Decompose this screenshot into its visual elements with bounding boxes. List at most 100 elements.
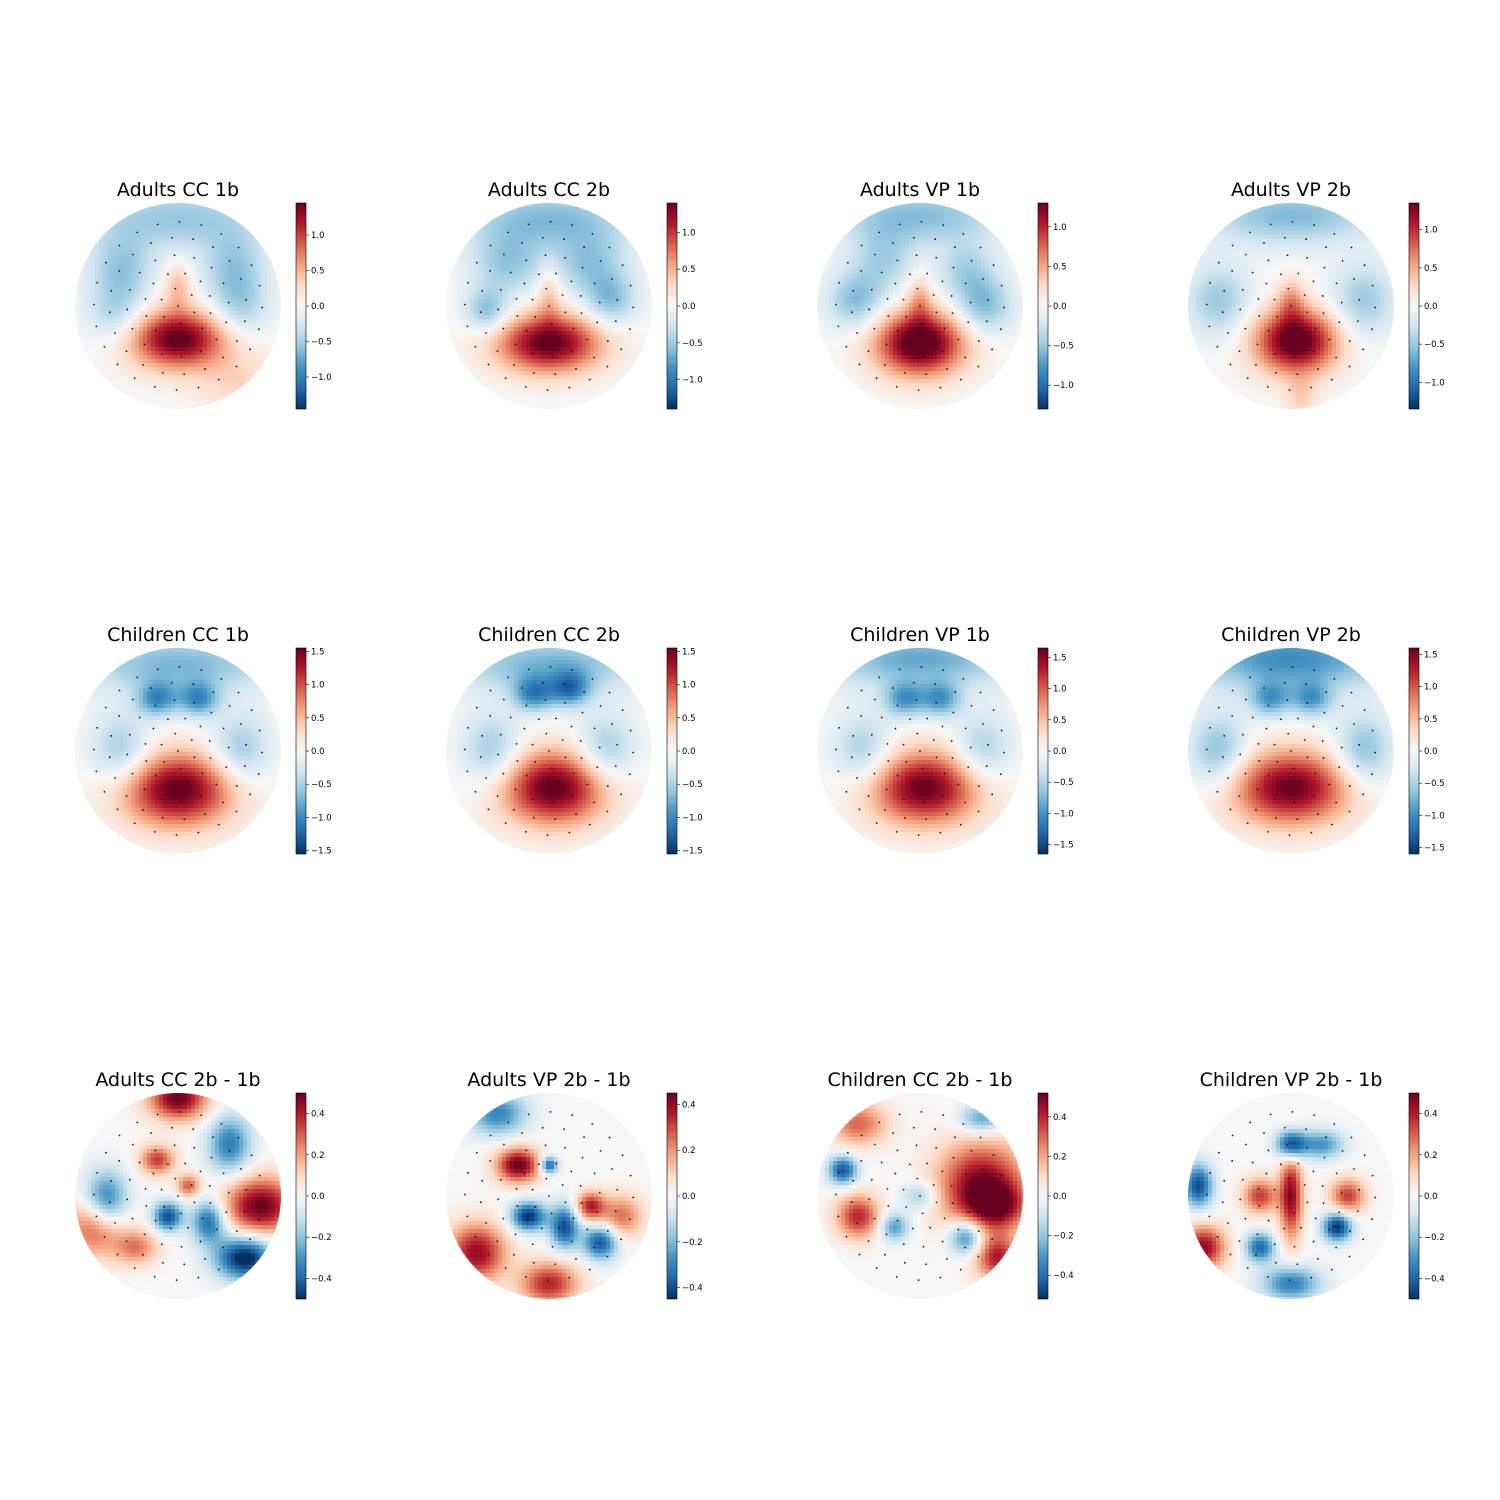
sensor-dot [957, 783, 960, 786]
sensor-dot [1292, 322, 1295, 325]
sensor-dot [144, 1187, 147, 1190]
sensor-dot [1209, 726, 1212, 729]
sensor-dot [1267, 704, 1270, 707]
sensor-dot [1288, 389, 1291, 392]
sensor-dot [921, 322, 924, 325]
sensor-dot [108, 1201, 111, 1204]
sensor-dot [1267, 774, 1270, 777]
sensor-dot [1312, 1170, 1315, 1173]
sensor-dot [497, 753, 500, 756]
sensor-dot [580, 757, 583, 760]
sensor-dot [1251, 271, 1254, 274]
sensor-dot [499, 733, 502, 736]
sensor-dot [1338, 321, 1341, 324]
sensor-dot [951, 1202, 954, 1205]
sensor-dot [1328, 1228, 1331, 1231]
sensor-dot [579, 295, 582, 297]
sensor-dot [150, 687, 152, 689]
sensor-dot [1310, 1276, 1313, 1279]
sensor-dot [515, 742, 518, 745]
sensor-dot [880, 1161, 883, 1164]
sensor-dot [1257, 742, 1260, 745]
sensor-dot [1306, 756, 1309, 759]
sensor-dot [1273, 353, 1276, 356]
sensor-dot [959, 1268, 962, 1271]
sensor-dot [1374, 751, 1377, 754]
sensor-dot [193, 311, 196, 314]
sensor-dot [868, 308, 871, 311]
colorbar-tick-label: −1.0 [311, 813, 332, 823]
panel-title: Adults VP 2b [1231, 179, 1351, 201]
sensor-dot [561, 1184, 564, 1186]
sensor-dot [922, 355, 925, 358]
sensor-dot [1217, 261, 1220, 264]
sensor-dot [614, 765, 617, 768]
sensor-dot [204, 813, 206, 815]
sensor-dot [192, 683, 195, 686]
sensor-dot [1305, 238, 1308, 241]
sensor-dot [1287, 287, 1290, 290]
sensor-dot [163, 316, 166, 318]
sensor-dot [1274, 371, 1277, 374]
sensor-dot [258, 284, 261, 287]
sensor-dot [852, 734, 855, 737]
sensor-dot [184, 717, 187, 720]
sensor-dot [1269, 668, 1272, 671]
sensor-dot [527, 668, 530, 671]
colorbar-tick-label: 1.0 [682, 228, 696, 238]
sensor-dot [125, 795, 128, 798]
colorbar-tick-label: 0.2 [1053, 1152, 1067, 1162]
sensor-dot [1286, 1144, 1289, 1147]
colorbar-tick-label: 1.0 [1424, 226, 1438, 236]
sensor-dot [1223, 289, 1226, 292]
sensor-dot [1282, 782, 1285, 785]
sensor-dot [502, 1217, 505, 1220]
sensor-dot [957, 1228, 960, 1231]
sensor-dot [868, 1198, 871, 1201]
sensor-dot [532, 1261, 535, 1264]
sensor-dot [621, 1154, 624, 1157]
colorbar-tick-label: −1.0 [1053, 381, 1074, 391]
sensor-dot [846, 706, 849, 709]
sensor-dot [929, 336, 931, 339]
sensor-dot [551, 1245, 554, 1248]
sensor-dot [103, 790, 106, 793]
sensor-dot [1322, 757, 1325, 760]
sensor-dot [523, 282, 526, 285]
colorbar-tick-label: −0.5 [1053, 778, 1074, 788]
sensor-dot [183, 818, 186, 821]
sensor-dot [261, 306, 264, 309]
sensor-dot [504, 822, 507, 825]
sensor-dot [540, 1227, 543, 1230]
topomap-panel: Children CC 1b −1.5 −1.0 −0.5 0.0 0.5 1.0 1.5 [75, 624, 332, 857]
sensor-dot [525, 259, 528, 262]
sensor-dot [1358, 1188, 1361, 1191]
sensor-dot [145, 760, 148, 762]
colorbar-tick-label: 0.0 [311, 1192, 325, 1202]
sensor-dot [96, 726, 99, 729]
sensor-dot [1255, 808, 1257, 811]
sensor-dot [970, 704, 973, 707]
sensor-dot [116, 1253, 119, 1256]
sensor-dot [1350, 691, 1353, 694]
sensor-dot [1348, 365, 1351, 368]
colorbar-tick-label: −0.2 [682, 1238, 703, 1248]
sensor-dot [170, 1126, 173, 1129]
sensor-dot [481, 289, 484, 292]
sensor-dot [964, 1172, 967, 1175]
sensor-dot [1371, 729, 1374, 732]
sensor-dot [212, 691, 214, 694]
sensor-dot [1221, 311, 1224, 314]
sensor-dot [180, 800, 183, 803]
sensor-dot [614, 1210, 617, 1213]
colorbar-tick-label: −0.5 [682, 339, 703, 349]
sensor-dot [179, 1212, 182, 1215]
sensor-dot [902, 1243, 905, 1246]
sensor-dot [606, 1255, 609, 1258]
sensor-dot [1322, 312, 1325, 315]
colorbar-tick-label: −0.4 [1053, 1271, 1074, 1281]
sensor-dot [1358, 743, 1361, 746]
sensor-dot [525, 704, 528, 707]
sensor-dot [568, 1276, 571, 1279]
sensor-dot [1238, 350, 1241, 353]
